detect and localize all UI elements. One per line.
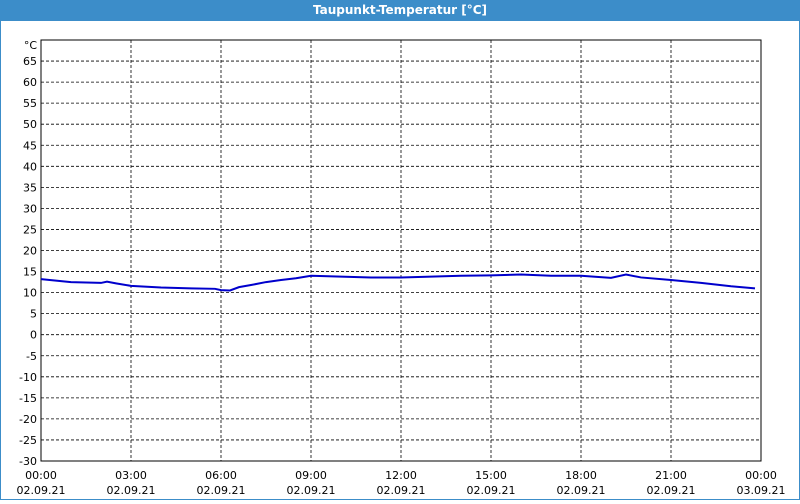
y-tick-label: 10 [23,287,37,300]
x-tick-label: 02.09.21 [197,484,246,497]
y-tick-label: 45 [23,139,37,152]
chart-title: Taupunkt-Temperatur [°C] [313,3,487,17]
y-tick-label: 5 [30,308,37,321]
x-tick-label: 03.09.21 [737,484,786,497]
plot-border [40,39,762,462]
x-tick-label: 03:00 [115,469,147,482]
y-tick-label: -25 [19,434,37,447]
y-tick-label: 30 [23,202,37,215]
y-tick-label: -15 [19,392,37,405]
y-tick-label: -20 [19,413,37,426]
frame [0,20,800,500]
y-tick-label: 20 [23,245,37,258]
y-tick-label: 65 [23,55,37,68]
x-tick-label: 00:00 [745,469,777,482]
x-tick-label: 06:00 [205,469,237,482]
x-tick-label: 09:00 [295,469,327,482]
y-tick-label: 50 [23,118,37,131]
y-tick-label: -5 [26,350,37,363]
y-tick-label: 40 [23,160,37,173]
x-tick-label: 02.09.21 [17,484,66,497]
y-tick-label: 60 [23,76,37,89]
x-tick-label: 02.09.21 [287,484,336,497]
x-tick-label: 02.09.21 [557,484,606,497]
x-tick-label: 15:00 [475,469,507,482]
x-tick-label: 02.09.21 [467,484,516,497]
x-tick-label: 02.09.21 [377,484,426,497]
y-axis-label: °C [24,39,38,52]
x-tick-label: 12:00 [385,469,417,482]
x-tick-label: 00:00 [25,469,57,482]
y-tick-label: -30 [19,455,37,468]
x-tick-label: 18:00 [565,469,597,482]
y-tick-label: 25 [23,223,37,236]
y-tick-label: 15 [23,266,37,279]
y-tick-label: 0 [30,329,37,342]
y-tick-label: -10 [19,371,37,384]
data-line [40,273,756,292]
x-tick-label: 02.09.21 [647,484,696,497]
x-tick-label: 02.09.21 [107,484,156,497]
title-bar [0,0,800,20]
x-tick-label: 21:00 [655,469,687,482]
y-tick-label: 35 [23,181,37,194]
y-tick-label: 55 [23,97,37,110]
